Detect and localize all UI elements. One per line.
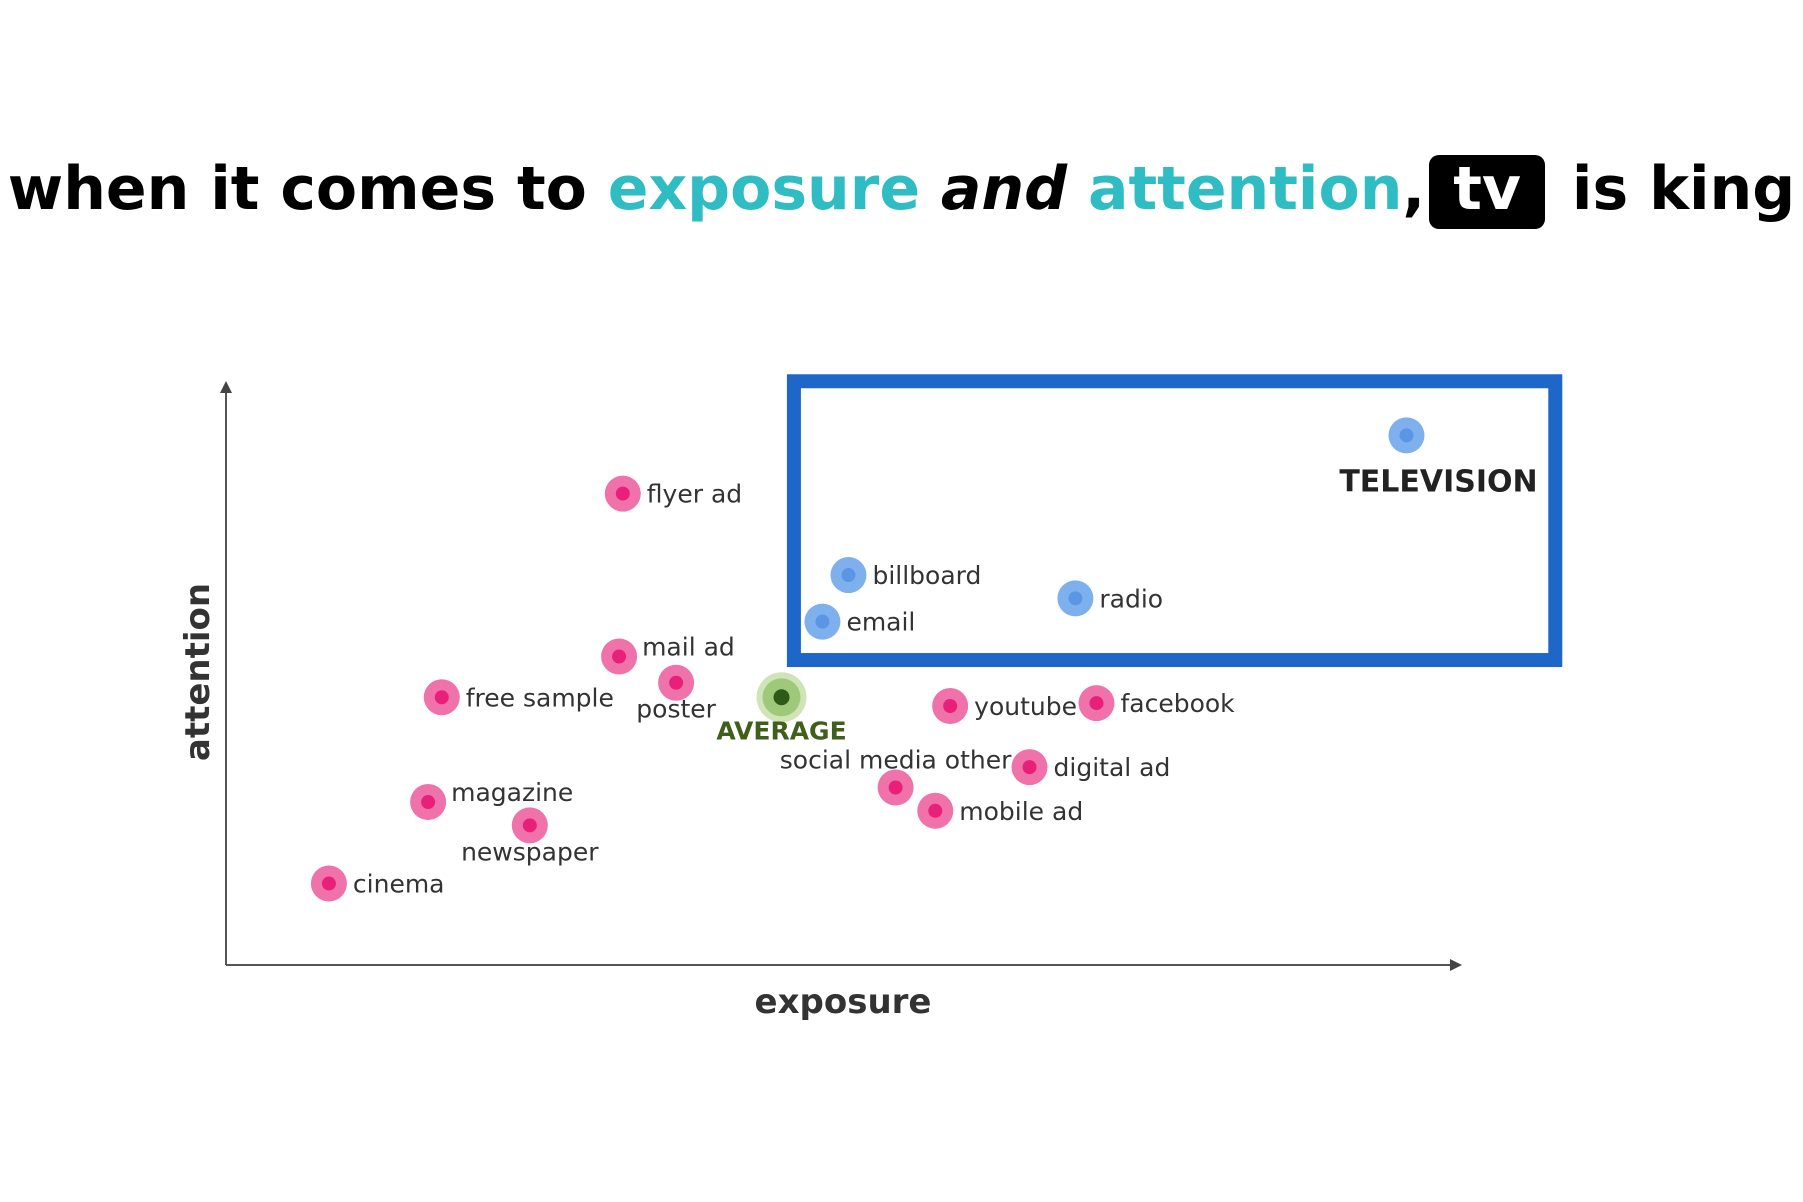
point-label-email: email [846,608,915,637]
headline: when it comes to exposure and attention,… [0,155,1803,229]
point-billboard: billboard [830,557,981,594]
data-points: flyer ad mail ad poster free sample magazine… [310,417,1538,902]
headline-part1: when it comes to [7,154,608,224]
point-label-billboard: billboard [872,561,981,590]
point-free-sample: free sample [423,679,614,716]
headline-exposure: exposure [607,154,921,224]
axes: exposure attention [178,381,1462,1022]
point-average-dot [773,689,790,706]
point-billboard-dot [841,568,856,583]
point-label-free-sample: free sample [466,683,614,712]
point-label-facebook: facebook [1120,689,1235,718]
point-label-average: AVERAGE [716,716,846,745]
point-magazine-dot [421,795,436,810]
point-label-poster: poster [636,695,716,724]
point-mobile-ad-dot [928,803,943,818]
point-label-mobile-ad: mobile ad [959,797,1083,826]
point-social-media-other: social media other [780,745,1012,806]
point-label-social-media-other: social media other [780,745,1012,774]
point-mail-ad-dot [612,649,627,664]
point-label-newspaper: newspaper [461,837,599,866]
point-label-television: TELEVISION [1339,464,1537,499]
point-label-cinema: cinema [353,870,445,899]
point-radio-dot [1068,591,1083,606]
point-flyer-ad: flyer ad [604,475,742,512]
tv-badge: tv [1429,155,1546,229]
point-youtube-dot [943,699,958,714]
highlight-box [786,374,1563,668]
point-label-flyer-ad: flyer ad [647,480,742,509]
headline-attention: attention [1087,154,1403,224]
point-newspaper-dot [522,818,537,833]
point-facebook-dot [1089,696,1104,711]
point-television: TELEVISION [1339,417,1538,499]
y-axis-label: attention [178,583,218,761]
point-free-sample-dot [434,690,449,705]
point-newspaper: newspaper [461,807,599,866]
point-label-youtube: youtube [974,692,1077,721]
point-label-magazine: magazine [451,778,573,807]
point-magazine: magazine [410,778,573,821]
point-social-media-other-dot [888,780,903,795]
point-cinema-dot [321,876,336,891]
point-poster: poster [636,664,717,724]
point-television-dot [1399,428,1414,443]
x-axis-label: exposure [755,982,932,1022]
headline-part2: is king [1571,154,1796,224]
point-email: email [804,603,915,640]
point-average: AVERAGE [716,672,847,745]
point-mobile-ad: mobile ad [917,792,1083,829]
point-digital-ad-dot [1022,760,1037,775]
point-digital-ad: digital ad [1011,749,1171,786]
point-label-digital-ad: digital ad [1054,753,1171,782]
point-label-mail-ad: mail ad [642,633,735,662]
headline-and: and [940,154,1068,224]
point-radio: radio [1057,580,1163,617]
point-flyer-ad-dot [615,486,630,501]
point-cinema: cinema [310,865,445,902]
point-email-dot [815,614,830,629]
point-mail-ad: mail ad [601,633,735,675]
point-youtube: youtube [932,688,1077,725]
headline-comma: , [1402,154,1426,224]
point-label-radio: radio [1099,584,1163,613]
point-poster-dot [669,675,684,690]
point-facebook: facebook [1078,685,1235,722]
